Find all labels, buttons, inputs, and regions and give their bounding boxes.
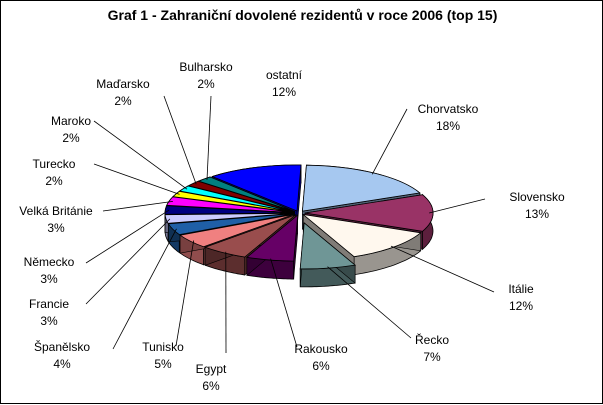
slice-value-label-7: 4% <box>53 357 71 371</box>
slice-label-15: ostatní <box>266 68 303 82</box>
slice-value-label-14: 2% <box>197 77 215 91</box>
slice-value-label-0: 18% <box>436 119 460 133</box>
slice-value-label-1: 13% <box>525 207 549 221</box>
slice-label-8: Francie <box>29 297 69 311</box>
leader-line-3 <box>328 267 412 338</box>
slice-value-label-13: 2% <box>114 94 132 108</box>
leader-line-13 <box>164 96 196 184</box>
slice-value-label-6: 5% <box>154 357 172 371</box>
slice-label-6: Tunisko <box>142 340 184 354</box>
leader-line-12 <box>94 121 187 189</box>
slice-label-3: Řecko <box>415 332 449 347</box>
slice-label-2: Itálie <box>508 282 534 296</box>
slice-value-label-15: 12% <box>272 85 296 99</box>
slice-value-label-5: 6% <box>202 379 220 393</box>
slice-value-label-9: 3% <box>40 272 58 286</box>
slice-value-label-12: 2% <box>62 131 80 145</box>
slice-label-5: Egypt <box>196 362 227 376</box>
slice-value-label-10: 3% <box>47 221 65 235</box>
slice-label-7: Španělsko <box>34 339 90 354</box>
leader-line-1 <box>429 199 485 213</box>
slice-label-12: Maroko <box>51 114 91 128</box>
leader-line-9 <box>86 210 169 263</box>
slice-value-label-4: 6% <box>312 359 330 373</box>
slice-label-9: Německo <box>24 255 75 269</box>
slice-value-label-3: 7% <box>423 350 441 364</box>
leader-line-7 <box>113 229 177 349</box>
slice-label-1: Slovensko <box>509 190 565 204</box>
leader-line-8 <box>86 219 170 304</box>
slice-label-4: Rakousko <box>294 342 348 356</box>
slice-label-0: Chorvatsko <box>418 102 479 116</box>
slice-label-13: Maďarsko <box>96 77 150 91</box>
slice-label-14: Bulharsko <box>179 60 233 74</box>
slice-value-label-2: 12% <box>509 299 533 313</box>
slice-label-11: Turecko <box>33 157 76 171</box>
slice-value-label-8: 3% <box>40 314 58 328</box>
leader-line-0 <box>372 109 407 174</box>
slice-label-10: Velká Británie <box>19 204 93 218</box>
slice-value-label-11: 2% <box>45 174 63 188</box>
leader-line-10 <box>103 201 173 211</box>
leader-line-11 <box>94 164 180 194</box>
leader-line-2 <box>391 246 494 292</box>
leader-line-14 <box>207 96 211 180</box>
